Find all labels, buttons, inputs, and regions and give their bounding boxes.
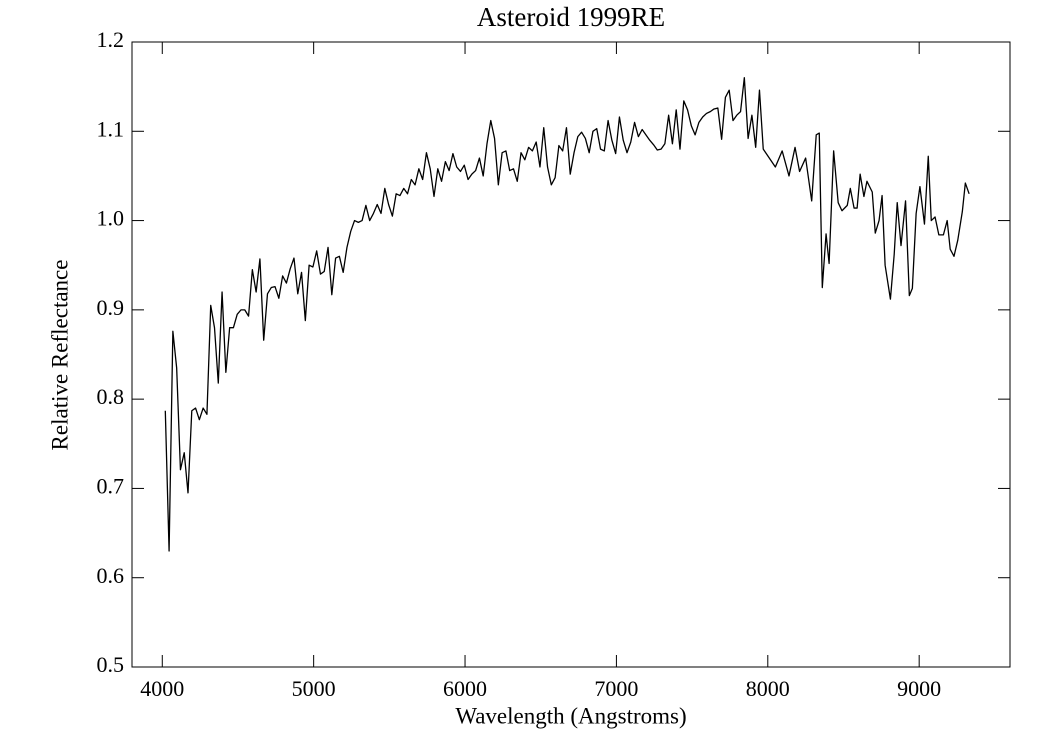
spectrum-line [164, 77, 970, 552]
plot-frame [131, 41, 1011, 668]
y-tick-label: 1.1 [97, 116, 125, 141]
x-axis-label: Wavelength (Angstroms) [455, 703, 686, 728]
x-tick-label: 6000 [443, 676, 487, 701]
y-tick-label: 0.6 [97, 563, 125, 588]
y-tick-label: 0.7 [97, 473, 125, 498]
y-tick-label: 0.9 [97, 295, 125, 320]
x-tick-label: 8000 [746, 676, 790, 701]
y-tick-label: 1.0 [97, 206, 125, 231]
x-tick-label: 7000 [594, 676, 638, 701]
y-tick-label: 0.5 [97, 652, 125, 677]
x-tick-label: 9000 [897, 676, 941, 701]
chart-title: Asteroid 1999RE [477, 2, 665, 32]
y-axis-label: Relative Reflectance [47, 260, 72, 451]
x-tick-label: 4000 [140, 676, 184, 701]
y-tick-label: 0.8 [97, 384, 125, 409]
x-tick-label: 5000 [292, 676, 336, 701]
y-tick-label: 1.2 [97, 27, 125, 52]
